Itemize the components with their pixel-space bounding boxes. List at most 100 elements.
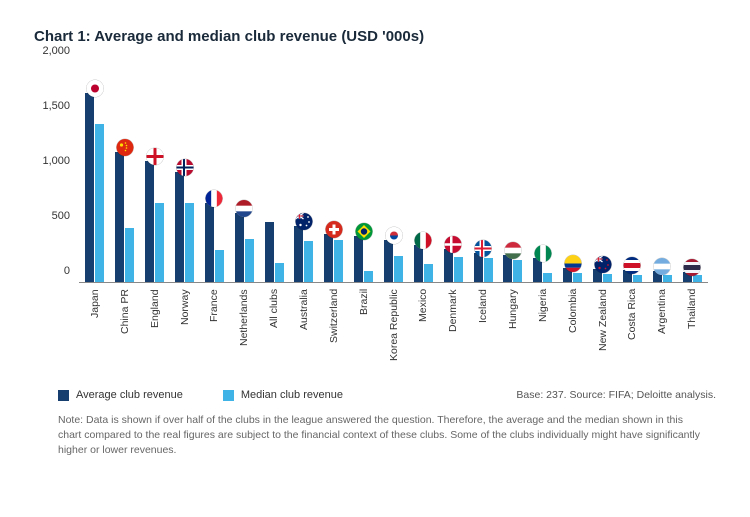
bar-group: [290, 63, 318, 282]
legend-row: Average club revenue Median club revenue…: [58, 389, 716, 401]
china-flag-icon: [116, 139, 133, 156]
bar-median: [334, 240, 343, 282]
bar-median: [573, 273, 582, 282]
x-label: England: [141, 289, 169, 379]
bar-group: [81, 63, 109, 282]
australia-flag-icon: [295, 213, 312, 230]
bar-group: [618, 63, 646, 282]
bar-average: [384, 240, 393, 282]
x-label: Brazil: [350, 289, 378, 379]
bar-median: [603, 274, 612, 282]
x-label: Argentina: [648, 289, 676, 379]
y-axis: 05001,0001,5002,000: [34, 63, 74, 283]
bar-group: [589, 63, 617, 282]
x-label: Iceland: [469, 289, 497, 379]
bar-group: [529, 63, 557, 282]
x-label: Nigeria: [529, 289, 557, 379]
colombia-flag-icon: [564, 255, 581, 272]
y-tick: 0: [34, 265, 70, 277]
bar-median: [245, 239, 254, 282]
japan-flag-icon: [86, 80, 103, 97]
bar-average: [115, 152, 124, 282]
bar-median: [424, 264, 433, 282]
bar-group: [559, 63, 587, 282]
newzealand-flag-icon: [594, 256, 611, 273]
bar-group: [439, 63, 467, 282]
bar-median: [125, 228, 134, 282]
bar-group: [409, 63, 437, 282]
bar-group: [200, 63, 228, 282]
bar-group: [380, 63, 408, 282]
bar-median: [663, 275, 672, 282]
iceland-flag-icon: [475, 240, 492, 257]
nigeria-flag-icon: [534, 245, 551, 262]
x-label: Colombia: [559, 289, 587, 379]
bar-median: [693, 275, 702, 282]
korea-flag-icon: [385, 227, 402, 244]
bar-average: [235, 213, 244, 282]
x-axis-labels: JapanChina PREnglandNorwayFranceNetherla…: [79, 289, 708, 379]
bar-group: [171, 63, 199, 282]
y-tick: 2,000: [34, 45, 70, 57]
bar-median: [394, 256, 403, 282]
x-label: Japan: [81, 289, 109, 379]
bar-median: [155, 203, 164, 282]
bar-group: [141, 63, 169, 282]
bar-group: [678, 63, 706, 282]
y-tick: 500: [34, 210, 70, 222]
bar-median: [215, 250, 224, 282]
bar-group: [111, 63, 139, 282]
bar-average: [414, 245, 423, 282]
netherlands-flag-icon: [236, 200, 253, 217]
y-tick: 1,000: [34, 155, 70, 167]
bar-average: [444, 249, 453, 282]
brazil-flag-icon: [355, 223, 372, 240]
bar-median: [633, 275, 642, 282]
bar-group: [469, 63, 497, 282]
source-text: Base: 237. Source: FIFA; Deloitte analys…: [516, 389, 716, 401]
bar-average: [474, 253, 483, 282]
bar-group: [320, 63, 348, 282]
x-label: Thailand: [678, 289, 706, 379]
bar-group: [499, 63, 527, 282]
legend-item-median: Median club revenue: [223, 389, 343, 401]
x-label: France: [200, 289, 228, 379]
y-tick: 1,500: [34, 100, 70, 112]
france-flag-icon: [206, 190, 223, 207]
bar-average: [175, 172, 184, 282]
bar-average: [324, 234, 333, 282]
bar-median: [95, 124, 104, 282]
x-label: China PR: [111, 289, 139, 379]
x-label: Netherlands: [230, 289, 258, 379]
norway-flag-icon: [176, 159, 193, 176]
thailand-flag-icon: [684, 259, 701, 276]
x-label: All clubs: [260, 289, 288, 379]
bar-group: [350, 63, 378, 282]
chart-area: 05001,0001,5002,000: [79, 63, 708, 283]
switzerland-flag-icon: [325, 221, 342, 238]
bar-average: [85, 93, 94, 282]
bar-average: [503, 255, 512, 283]
hungary-flag-icon: [504, 242, 521, 259]
bar-average: [265, 222, 274, 283]
bar-average: [205, 203, 214, 282]
legend-swatch-average: [58, 390, 69, 401]
costarica-flag-icon: [624, 257, 641, 274]
legend-label-median: Median club revenue: [241, 389, 343, 401]
bar-average: [145, 161, 154, 282]
denmark-flag-icon: [445, 236, 462, 253]
x-label: Norway: [171, 289, 199, 379]
chart-page: Chart 1: Average and median club revenue…: [0, 0, 750, 517]
legend-label-average: Average club revenue: [76, 389, 183, 401]
bar-median: [454, 257, 463, 282]
bar-median: [513, 260, 522, 282]
x-label: Hungary: [499, 289, 527, 379]
x-label: Mexico: [409, 289, 437, 379]
legend-item-average: Average club revenue: [58, 389, 183, 401]
bar-median: [185, 203, 194, 282]
x-label: Denmark: [439, 289, 467, 379]
bar-median: [543, 273, 552, 282]
bar-average: [294, 226, 303, 282]
bar-median: [304, 241, 313, 282]
x-label: Switzerland: [320, 289, 348, 379]
